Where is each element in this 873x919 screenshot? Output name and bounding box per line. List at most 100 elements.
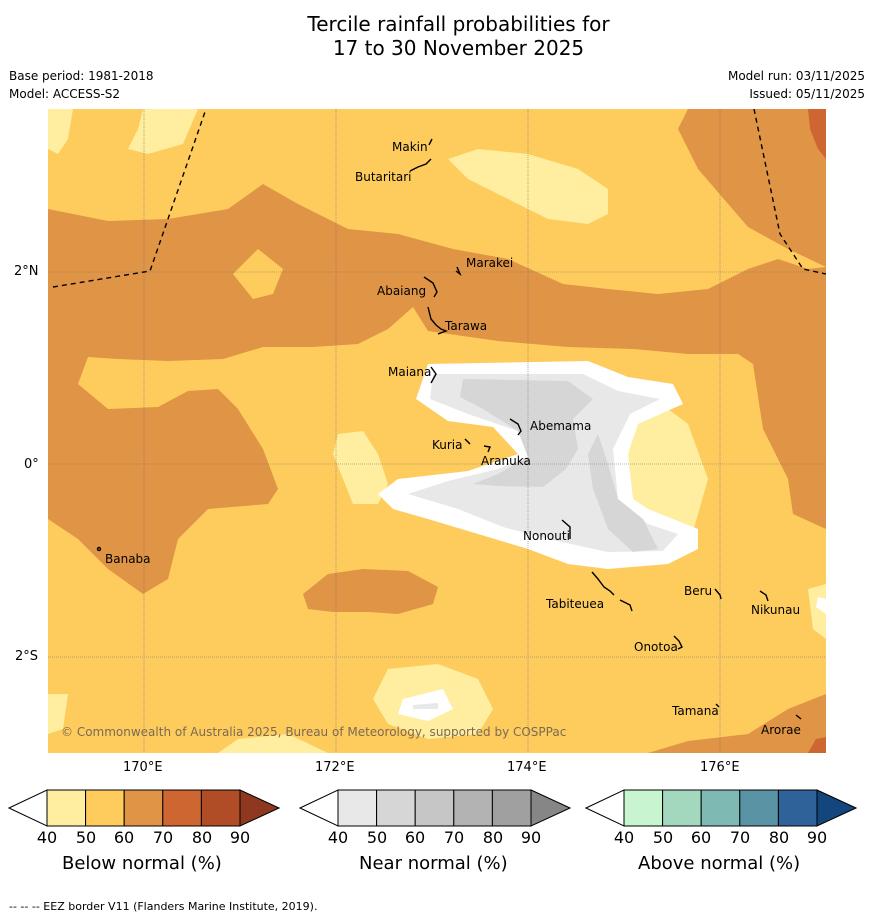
meta-right: Model run: 03/11/2025 Issued: 05/11/2025 [728,67,865,103]
cbar-above-tick-40: 40 [613,828,635,847]
cbar-below-tick-70: 70 [152,828,174,847]
copyright-notice: © Commonwealth of Australia 2025, Bureau… [61,725,566,739]
label-onotoa: Onotoa [634,640,678,654]
cbar-near-tick-90: 90 [520,828,542,847]
cbar-below-label: Below normal (%) [62,853,222,874]
colorbar-above [585,789,857,827]
cbar-below-tick-80: 80 [191,828,213,847]
eez-border [52,109,826,288]
label-tabiteuea: Tabiteuea [545,597,604,611]
cbar-above-tick-60: 60 [690,828,712,847]
cbar-above-swatch-50 [662,789,702,827]
region-below-60-ne [678,109,826,267]
region-below-60-se [648,694,826,753]
label-abaiang: Abaiang [377,284,426,298]
region-below-40-sw [218,734,328,753]
cbar-below-tick-50: 50 [75,828,97,847]
region-below-40-n [128,109,198,154]
lat-label-2n: 2°N [14,264,39,279]
label-marakei: Marakei [466,256,513,270]
colorbar-near [299,789,571,827]
islands [96,138,802,720]
colorbar-below [8,789,280,827]
cbar-near-swatch-40 [337,789,378,827]
region-below-60-south [303,569,438,614]
region-below-60-north [48,184,826,594]
cbar-near-tick-60: 60 [404,828,426,847]
region-below-40-nc [448,149,608,224]
region-below-40-w-edge [48,694,68,734]
lon-label-176e: 176°E [700,760,740,775]
cbar-below-swatch-60 [123,789,164,827]
cbar-above-tick-90: 90 [806,828,828,847]
region-below-70-se [808,737,826,753]
title-line-2: 17 to 30 November 2025 [332,36,585,60]
lon-label-170e: 170°E [123,760,163,775]
cbar-near-swatch-70 [453,789,493,827]
label-banaba: Banaba [105,552,151,566]
cbar-near-swatch-50 [376,789,416,827]
cbar-above-swatch-80 [777,789,818,827]
lat-label-2s: 2°S [15,649,39,664]
gridlines [48,109,826,753]
label-makin: Makin [392,140,428,154]
region-below-50-west-lobe [233,249,283,299]
cbar-near-swatch-60 [414,789,455,827]
label-tamana: Tamana [671,704,719,718]
region-near-50-b [588,434,658,552]
meta-left: Base period: 1981-2018 Model: ACCESS-S2 [9,67,154,103]
map-panel[interactable]: Makin Butaritari Marakei Abaiang Tarawa … [48,109,826,753]
cbar-below-swatch-50 [85,789,125,827]
cbar-near-swatch-80 [491,789,532,827]
chart-title: Tercile rainfall probabilities for 17 to… [0,12,873,60]
footer-note: -- -- -- EEZ border V11 (Flanders Marine… [9,900,318,913]
cbar-near-tick-70: 70 [443,828,465,847]
cbar-below-swatch-70 [162,789,202,827]
cbar-near-min-arrow [299,789,339,827]
map-svg[interactable]: Makin Butaritari Marakei Abaiang Tarawa … [48,109,826,753]
cbar-above-min-arrow [585,789,625,827]
cbar-below-min-arrow [8,789,48,827]
region-near-white-e [816,597,826,614]
label-tarawa: Tarawa [444,319,487,333]
cbar-near-tick-50: 50 [366,828,388,847]
cbar-below-tick-40: 40 [36,828,58,847]
region-near-50-a [460,379,593,487]
region-below-70-ne [808,109,826,159]
label-abemama: Abemama [530,419,591,433]
cbar-above-swatch-40 [623,789,664,827]
cbar-above-swatch-60 [700,789,741,827]
label-kuria: Kuria [432,438,463,452]
title-line-1: Tercile rainfall probabilities for [307,12,610,36]
region-below-40-e-edge [808,584,826,639]
issued-date: Issued: 05/11/2025 [749,87,865,101]
label-beru: Beru [684,584,712,598]
lat-label-0: 0° [24,457,39,472]
label-arorae: Arorae [761,723,801,737]
label-nonouti: Nonouti [523,529,570,543]
cbar-near-tick-80: 80 [482,828,504,847]
label-butaritari: Butaritari [355,170,412,184]
cbar-above-swatch-70 [739,789,779,827]
cbar-near-label: Near normal (%) [359,853,508,874]
base-period: Base period: 1981-2018 [9,69,154,83]
cbar-below-swatch-40 [46,789,87,827]
label-nikunau: Nikunau [751,603,800,617]
cbar-above-max-arrow [816,789,857,827]
cbar-below-max-arrow [239,789,280,827]
cbar-near-max-arrow [530,789,571,827]
label-aranuka: Aranuka [481,454,531,468]
label-maiana: Maiana [388,365,431,379]
cbar-below-swatch-80 [200,789,241,827]
region-below-40-nw [48,109,73,154]
cbar-near-tick-40: 40 [327,828,349,847]
region-below-40-c [333,431,388,504]
cbar-above-tick-70: 70 [729,828,751,847]
lon-label-172e: 172°E [315,760,355,775]
model-run: Model run: 03/11/2025 [727,69,865,83]
lon-label-174e: 174°E [507,760,547,775]
cbar-below-tick-90: 90 [229,828,251,847]
cbar-above-label: Above normal (%) [638,853,801,874]
cbar-above-tick-50: 50 [652,828,674,847]
cbar-below-tick-60: 60 [113,828,135,847]
